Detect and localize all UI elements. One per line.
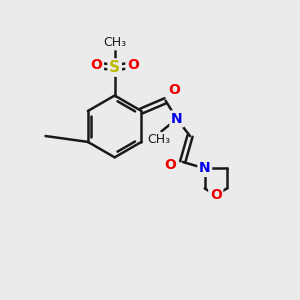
Text: O: O xyxy=(164,158,176,172)
Text: N: N xyxy=(171,112,183,126)
Text: O: O xyxy=(210,188,222,203)
Text: O: O xyxy=(127,58,139,72)
Text: S: S xyxy=(109,60,120,75)
Text: O: O xyxy=(91,58,102,72)
Text: N: N xyxy=(199,161,211,176)
Text: CH₃: CH₃ xyxy=(103,36,126,49)
Text: CH₃: CH₃ xyxy=(147,133,170,146)
Text: O: O xyxy=(168,83,180,98)
